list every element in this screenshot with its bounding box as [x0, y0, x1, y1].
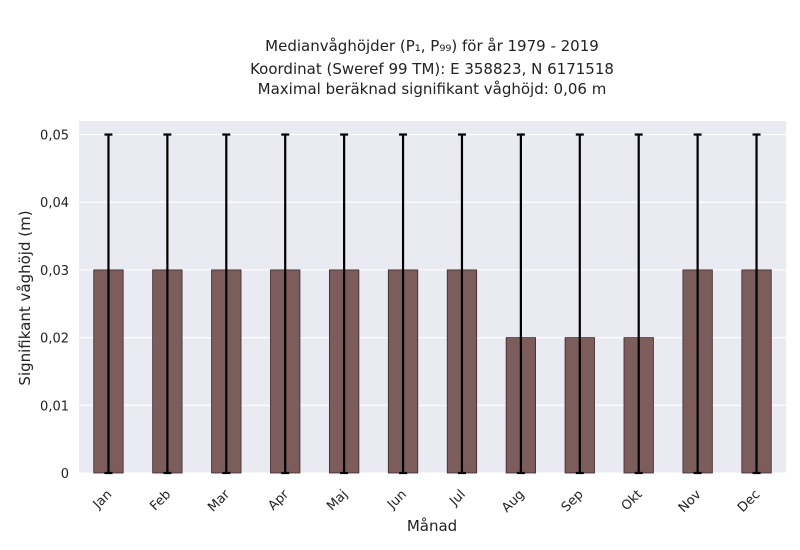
chart-title-line-2: Koordinat (Sweref 99 TM): E 358823, N 61…	[250, 60, 614, 78]
error-bar-apr	[281, 133, 290, 475]
x-tick-label: Aug	[499, 487, 528, 516]
chart-title-line-3: Maximal beräknad signifikant våghöjd: 0,…	[258, 80, 607, 98]
error-bar-sep	[575, 133, 584, 475]
error-bar-okt	[634, 133, 643, 475]
error-bar-jun	[399, 133, 408, 475]
error-bars	[104, 133, 761, 475]
x-tick-label: Apr	[266, 487, 293, 514]
x-tick-label: Jan	[90, 487, 115, 512]
x-tick-label: Dec	[735, 487, 763, 515]
x-tick-label: Mar	[205, 487, 233, 515]
y-tick-label: 0,05	[40, 129, 69, 144]
x-tick-label: Feb	[147, 487, 174, 514]
grid-lines	[79, 133, 786, 474]
x-tick-label: Maj	[324, 487, 351, 514]
x-tick-label: Sep	[559, 487, 587, 515]
chart-title-line-1: Medianvåghöjder (P₁, P₉₉) för år 1979 - …	[265, 37, 599, 55]
error-bar-nov	[693, 133, 702, 475]
y-tick-label: 0,03	[40, 264, 69, 279]
x-tick-label: Nov	[676, 487, 705, 516]
x-axis-label: Månad	[407, 517, 457, 535]
x-tick-label: Okt	[619, 487, 646, 514]
x-tick-label: Jun	[384, 487, 410, 513]
y-tick-label: 0,01	[40, 399, 69, 414]
error-bar-mar	[222, 133, 231, 475]
error-bar-feb	[163, 133, 172, 475]
chart-title: Medianvåghöjder (P₁, P₉₉) för år 1979 - …	[250, 37, 614, 98]
y-tick-labels: 0 0,01 0,02 0,03 0,04 0,05	[40, 129, 69, 482]
error-bar-jan	[104, 133, 113, 475]
y-tick-label: 0	[61, 467, 69, 482]
error-bar-dec	[752, 133, 761, 475]
error-bar-aug	[516, 133, 525, 475]
y-tick-label: 0,04	[40, 196, 69, 211]
plot-area	[79, 121, 786, 473]
error-bar-maj	[340, 133, 349, 475]
y-axis-label: Signifikant våghöjd (m)	[16, 210, 34, 385]
error-bar-jul	[457, 133, 466, 475]
y-tick-label: 0,02	[40, 332, 69, 347]
x-tick-label: Jul	[446, 487, 468, 509]
x-tick-labels: Jan Feb Mar Apr Maj Jun Jul Aug Sep Okt Nov Dec	[90, 487, 764, 516]
